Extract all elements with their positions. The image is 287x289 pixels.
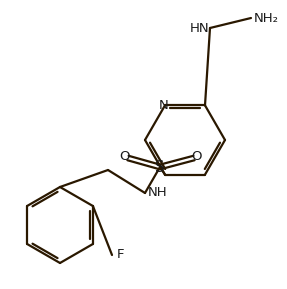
Text: NH₂: NH₂	[254, 12, 279, 25]
Text: HN: HN	[189, 21, 209, 34]
Text: O: O	[120, 151, 130, 164]
Text: O: O	[192, 151, 202, 164]
Text: NH: NH	[148, 186, 168, 199]
Text: N: N	[159, 99, 169, 112]
Text: F: F	[117, 249, 125, 262]
Text: S: S	[155, 160, 165, 175]
